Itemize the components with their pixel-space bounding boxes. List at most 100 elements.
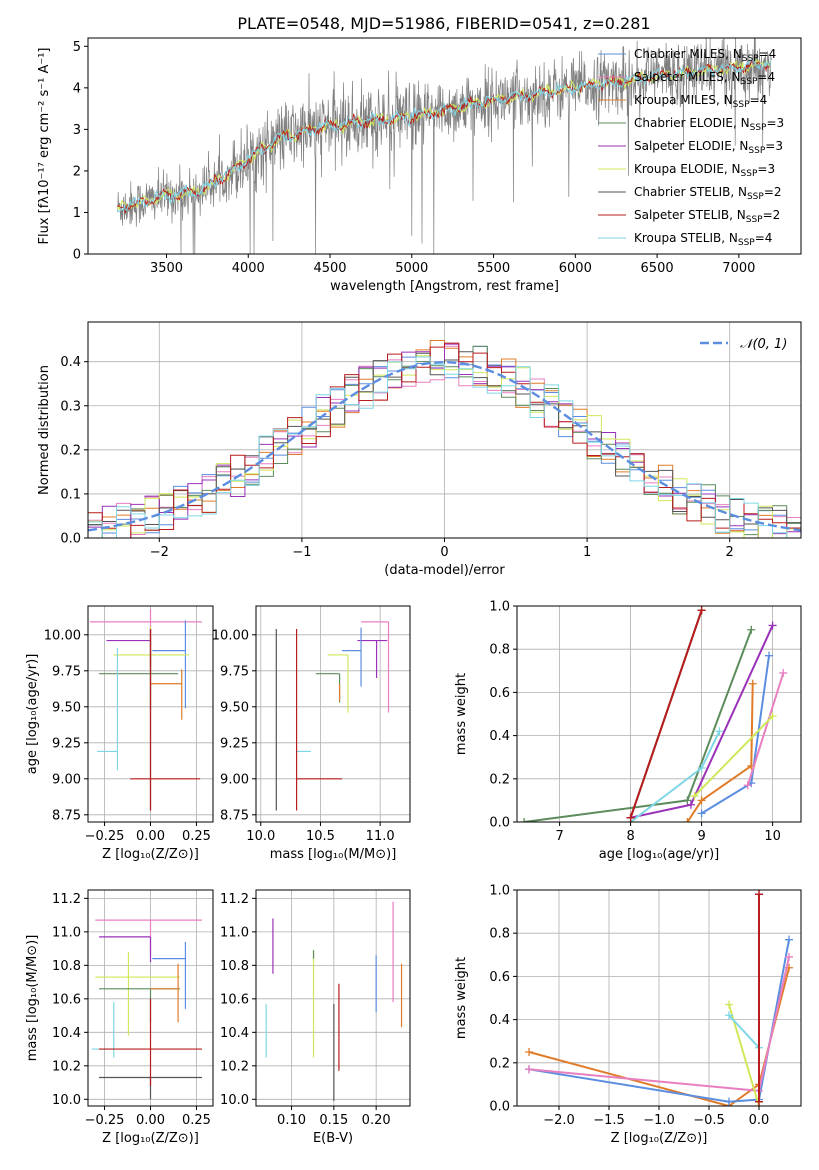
- point-marker-salpeter_miles: [743, 781, 752, 790]
- x-tick-label: 0: [440, 545, 448, 560]
- point-marker-salpeter_miles: [525, 1065, 533, 1074]
- x-tick-label: 1: [583, 545, 591, 560]
- errorbar-salpeter_stelib: [130, 629, 201, 811]
- x-axis-label: mass [log₁₀(M/M⊙)]: [270, 847, 397, 862]
- point-marker-kroupa_elodie: [690, 792, 699, 801]
- point-marker-salpeter_stelib: [755, 1097, 763, 1106]
- series-line-kroupa_miles: [686, 683, 754, 822]
- y-tick-label: 0.6: [489, 686, 510, 701]
- x-tick-label: 6000: [559, 261, 592, 276]
- y-tick-label: 10.0: [52, 1093, 81, 1108]
- y-tick-label: 0.4: [489, 729, 510, 744]
- point-marker-chabrier_elodie: [747, 625, 756, 634]
- x-tick-label: 0.10: [277, 1113, 306, 1128]
- y-tick-label: 8.75: [52, 808, 81, 823]
- point-marker-kroupa_miles: [748, 679, 757, 688]
- y-tick-label: 2: [73, 164, 81, 179]
- point-marker-kroupa_miles: [525, 1048, 533, 1056]
- y-tick-label: 9.00: [52, 772, 81, 787]
- errorbar-salpeter_stelib: [295, 629, 342, 811]
- y-tick-label: 0.3: [60, 399, 81, 414]
- x-tick-label: 5500: [477, 261, 510, 276]
- y-tick-label: 3: [73, 123, 81, 138]
- x-tick-label: 6500: [641, 261, 674, 276]
- x-tick-label: 11.0: [366, 829, 395, 844]
- series-line-chabrier_elodie: [523, 629, 753, 822]
- errorbar-chabrier_miles: [341, 627, 362, 687]
- y-axis-label: mass weight: [454, 673, 469, 755]
- x-tick-label: 0.0: [749, 1113, 770, 1128]
- age_vs_Z-marks: [89, 608, 202, 811]
- point-marker-salpeter_stelib: [755, 890, 763, 899]
- y-tick-label: 0.2: [489, 772, 510, 787]
- errorbar-kroupa_stelib: [97, 647, 119, 771]
- y-tick-label: 10.4: [52, 1026, 81, 1041]
- x-axis-label: wavelength [Angstrom, rest frame]: [330, 279, 559, 294]
- errorbar-chabrier_elodie: [315, 673, 341, 703]
- point-marker-salpeter_miles: [785, 952, 793, 961]
- point-marker-salpeter_elodie: [768, 621, 777, 630]
- y-axis-label: Normed distribution: [37, 365, 52, 495]
- y-tick-label: 0.2: [60, 443, 81, 458]
- x-axis-label: Z [log₁₀(Z/Z⊙)]: [102, 1131, 199, 1146]
- errorbar-salpeter_miles: [361, 621, 390, 713]
- normal-reference-curve: [88, 360, 801, 532]
- age_vs_Z-panel: −0.25 0.00 0.25 8.75 9.00 9.25 9.50 9.75 10.00 Z …: [25, 605, 214, 862]
- x-axis-label: (data-model)/error: [384, 563, 505, 578]
- errorbar-salpeter_stelib: [99, 998, 202, 1086]
- y-tick-label: 10.2: [52, 1059, 81, 1074]
- axes-frame: [255, 605, 411, 823]
- y-tick-label: 5: [73, 40, 81, 55]
- mass_weight_vs_Z-marks: [525, 890, 793, 1106]
- y-axis-label: Flux [fλ10⁻¹⁷ erg cm⁻² s⁻¹ A⁻¹]: [37, 48, 52, 245]
- legend-label-chabrier_stelib: Chabrier STELIB, NSSP=2: [634, 185, 782, 202]
- y-tick-label: 10.4: [220, 1026, 249, 1041]
- age_vs_mass-marks: [275, 621, 390, 811]
- point-marker-salpeter_stelib: [626, 813, 635, 822]
- y-tick-label: 1.0: [489, 600, 510, 615]
- y-tick-label: 9.50: [220, 700, 249, 715]
- x-tick-label: 10.0: [246, 829, 275, 844]
- errorbar-chabrier_miles: [152, 620, 187, 709]
- y-tick-label: 10.00: [44, 628, 81, 643]
- point-marker-kroupa_stelib: [725, 1011, 733, 1020]
- y-tick-label: 0.1: [60, 487, 81, 502]
- legend-label-normal: 𝒩(0, 1): [740, 337, 787, 352]
- y-tick-label: 9.75: [220, 664, 249, 679]
- y-tick-label: 0.6: [489, 970, 510, 985]
- errorbar-chabrier_miles: [152, 941, 187, 1009]
- x-tick-label: 7000: [722, 261, 755, 276]
- axes-frame: [255, 889, 411, 1107]
- legend-label-salpeter_elodie: Salpeter ELODIE, NSSP=3: [634, 139, 783, 156]
- x-tick-label: 0.00: [136, 1113, 165, 1128]
- x-tick-label: 0.25: [182, 1113, 211, 1128]
- point-marker-chabrier_miles: [697, 809, 706, 818]
- point-marker-kroupa_elodie: [725, 1000, 733, 1009]
- mass_vs_Z-panel: −0.25 0.00 0.25 10.0 10.2 10.4 10.6 10.8 11.0 11.…: [25, 889, 214, 1146]
- point-marker-kroupa_stelib: [715, 727, 724, 736]
- x-axis-label: Z [log₁₀(Z/Z⊙)]: [102, 847, 199, 862]
- errorbar-kroupa_miles: [150, 669, 183, 720]
- legend-label-kroupa_stelib: Kroupa STELIB, NSSP=4: [634, 231, 772, 248]
- legend-label-chabrier_miles: Chabrier MILES, NSSP=4: [634, 47, 776, 64]
- y-tick-label: 0.8: [489, 927, 510, 942]
- y-tick-label: 1: [73, 206, 81, 221]
- y-axis-label: age [log₁₀(age/yr)]: [25, 654, 40, 775]
- x-tick-label: −1.5: [593, 1113, 625, 1128]
- errorbar-kroupa_elodie: [327, 654, 349, 713]
- x-tick-label: 10: [764, 829, 781, 844]
- point-marker-chabrier_miles: [725, 1097, 733, 1106]
- point-marker-salpeter_stelib: [697, 606, 706, 615]
- y-tick-label: 0.0: [60, 532, 81, 547]
- axes-frame: [87, 37, 802, 255]
- y-tick-label: 9.00: [220, 772, 249, 787]
- x-tick-label: −0.25: [85, 829, 125, 844]
- y-tick-label: 9.25: [220, 736, 249, 751]
- y-tick-label: 9.50: [52, 700, 81, 715]
- y-tick-label: 10.2: [220, 1059, 249, 1074]
- panels-group: 3500 4000 4500 5000 5500 6000 6500 7000 0 1 2 3 4 5 wa…: [25, 37, 802, 1146]
- errorbar-kroupa_elodie: [113, 626, 190, 699]
- y-tick-label: 4: [73, 81, 81, 96]
- residuals-marks: [88, 340, 801, 538]
- series-line-salpeter_stelib: [629, 609, 703, 819]
